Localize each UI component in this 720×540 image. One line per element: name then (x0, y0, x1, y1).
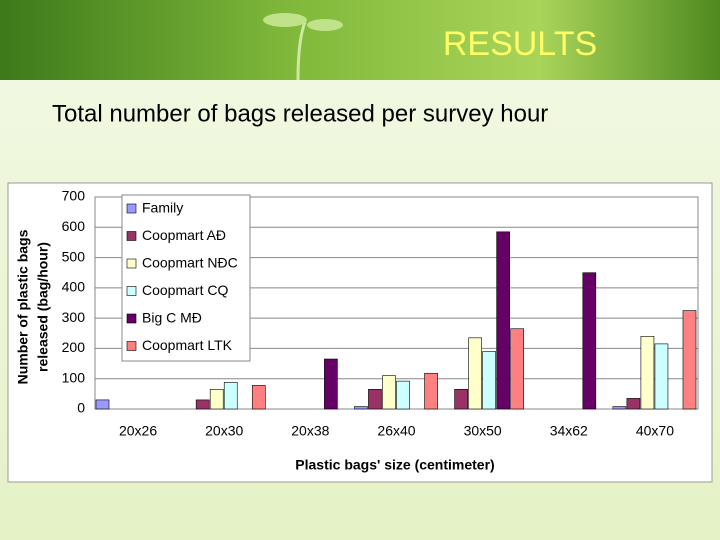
x-tick-label: 20x26 (119, 423, 157, 439)
x-tick-label: 20x30 (205, 423, 243, 439)
y-axis-title: Number of plastic bags (15, 229, 31, 384)
bar (223, 382, 238, 410)
bar (324, 358, 338, 410)
legend-swatch (126, 341, 137, 351)
legend-label: Coopmart CQ (142, 282, 228, 298)
y-tick-label: 100 (62, 369, 86, 385)
legend-swatch (126, 258, 137, 269)
bar (682, 310, 697, 410)
y-tick-label: 600 (62, 218, 86, 234)
leaf (307, 19, 343, 31)
bar (482, 351, 496, 410)
bar (626, 398, 641, 410)
bar (454, 389, 468, 410)
bar (382, 375, 396, 410)
leaf (263, 13, 307, 27)
legend-swatch (126, 313, 137, 324)
legend-label: Coopmart LTK (142, 337, 233, 353)
bar (496, 231, 510, 410)
bar (640, 336, 655, 410)
x-tick-label: 30x50 (464, 423, 502, 439)
x-tick-label: 20x38 (291, 423, 329, 439)
x-tick-label: 40x70 (636, 423, 674, 439)
bar (251, 385, 266, 410)
x-axis-title: Plastic bags' size (centimeter) (295, 457, 494, 473)
legend-label: Family (142, 200, 183, 216)
bar (195, 399, 210, 410)
bar (95, 399, 110, 410)
bar (424, 372, 438, 410)
y-tick-label: 300 (62, 309, 86, 325)
legend-label: Big C MĐ (142, 310, 202, 326)
y-tick-label: 200 (62, 339, 86, 355)
slide-title: RESULTS (443, 25, 597, 63)
legend-swatch (126, 231, 137, 241)
legend-label: Coopmart NĐC (142, 255, 238, 271)
sprout (296, 21, 307, 81)
x-tick-label: 26x40 (377, 423, 415, 439)
banner (0, 0, 720, 80)
bar (396, 380, 410, 410)
x-tick-label: 34x62 (550, 423, 588, 439)
bar (582, 272, 597, 410)
bar (612, 406, 627, 410)
bar (368, 389, 382, 410)
y-tick-label: 0 (77, 400, 85, 416)
legend-swatch (126, 203, 137, 214)
slide-subtitle: Total number of bags released per survey… (52, 100, 548, 127)
bar (209, 389, 224, 410)
legend-box (121, 194, 251, 362)
y-tick-label: 700 (62, 188, 86, 204)
y-axis-title: released (bag/hour) (35, 242, 51, 372)
bar (468, 337, 482, 410)
y-tick-label: 500 (62, 248, 86, 264)
legend-label: Coopmart AĐ (142, 227, 226, 243)
bar (510, 328, 525, 410)
y-tick-label: 400 (62, 279, 86, 295)
bar (654, 343, 669, 410)
bar (354, 406, 368, 410)
legend-swatch (126, 286, 137, 296)
